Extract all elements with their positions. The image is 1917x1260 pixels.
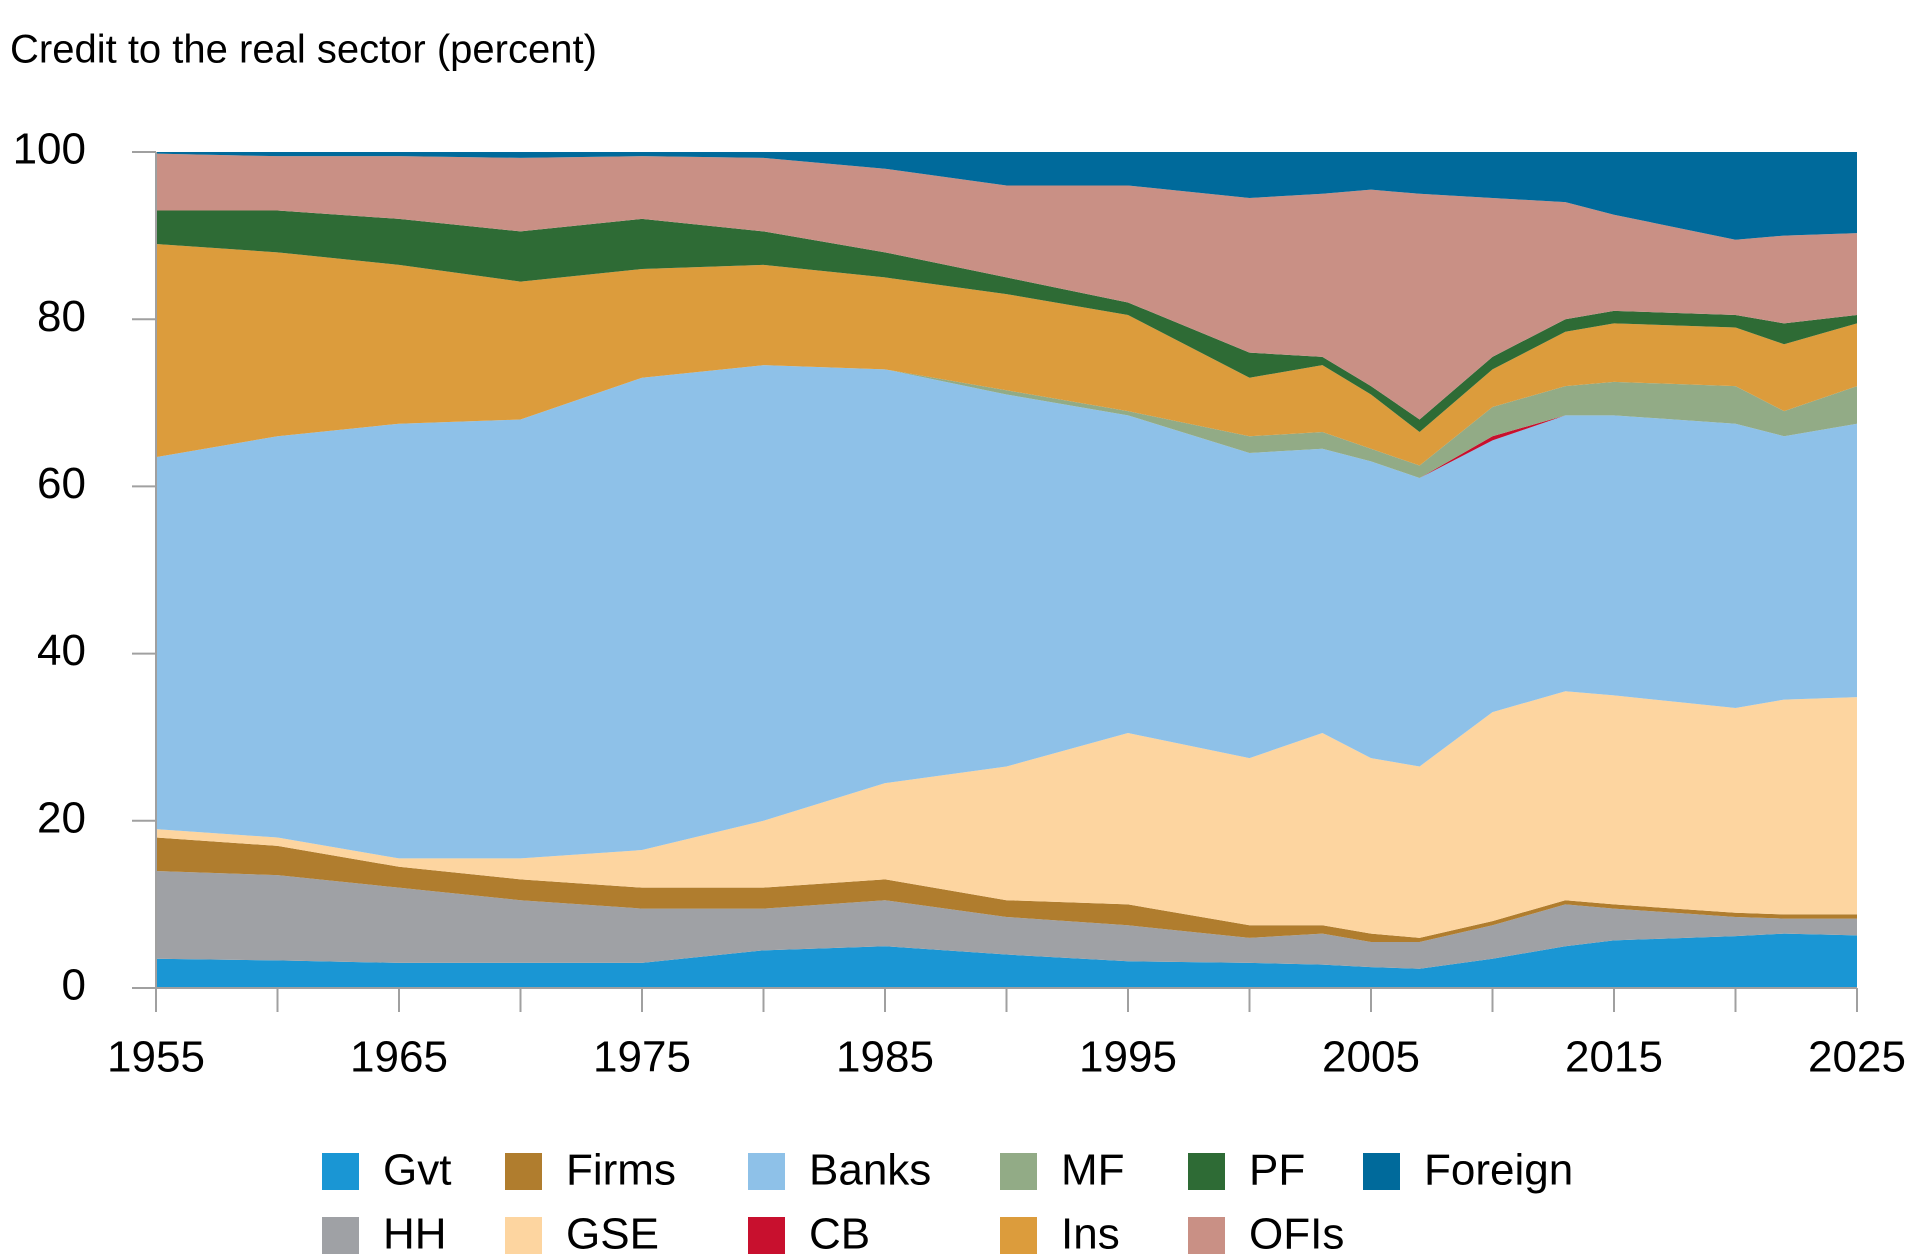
legend-swatch — [1000, 1217, 1037, 1254]
y-tick-label: 80 — [37, 292, 86, 341]
area — [156, 243, 1857, 466]
legend-swatch — [748, 1217, 785, 1254]
area — [156, 365, 1857, 859]
legend-label: Gvt — [383, 1146, 451, 1195]
legend-swatch — [505, 1153, 542, 1190]
legend-label: GSE — [566, 1210, 659, 1259]
legend-swatch — [1000, 1153, 1037, 1190]
y-tick-label: 0 — [62, 961, 86, 1010]
y-tick-label: 20 — [37, 793, 86, 842]
legend-label: Ins — [1061, 1210, 1120, 1259]
legend-label: CB — [809, 1210, 870, 1259]
legend-swatch — [1363, 1153, 1400, 1190]
y-tick-label: 60 — [37, 459, 86, 508]
x-tick-label: 2015 — [1565, 1033, 1663, 1082]
legend-swatch — [505, 1217, 542, 1254]
area — [156, 933, 1857, 988]
legend-swatch — [322, 1217, 359, 1254]
legend-label: OFIs — [1249, 1210, 1344, 1259]
x-tick-label: 2005 — [1322, 1033, 1420, 1082]
legend-label: HH — [383, 1210, 447, 1259]
legend-swatch — [748, 1153, 785, 1190]
legend-label: Foreign — [1424, 1146, 1573, 1195]
legend-label: PF — [1249, 1146, 1305, 1195]
x-tick-label: 1975 — [593, 1033, 691, 1082]
x-tick-label: 1985 — [836, 1033, 934, 1082]
legend-label: MF — [1061, 1146, 1125, 1195]
x-tick-label: 1995 — [1079, 1033, 1177, 1082]
area — [156, 210, 1857, 433]
area — [156, 837, 1857, 943]
area — [156, 691, 1857, 938]
legend-swatch — [1188, 1153, 1225, 1190]
area — [156, 365, 1857, 479]
x-tick-label: 1955 — [107, 1033, 205, 1082]
legend-swatch — [1188, 1217, 1225, 1254]
area — [156, 870, 1857, 969]
area — [156, 153, 1857, 420]
x-tick-label: 2025 — [1808, 1033, 1906, 1082]
legend-label: Banks — [809, 1146, 931, 1195]
y-tick-label: 100 — [13, 125, 86, 174]
legend-swatch — [322, 1153, 359, 1190]
legend-label: Firms — [566, 1146, 676, 1195]
y-tick-label: 40 — [37, 626, 86, 675]
x-tick-label: 1965 — [350, 1033, 448, 1082]
area — [156, 152, 1857, 240]
chart-title: Credit to the real sector (percent) — [10, 28, 597, 72]
